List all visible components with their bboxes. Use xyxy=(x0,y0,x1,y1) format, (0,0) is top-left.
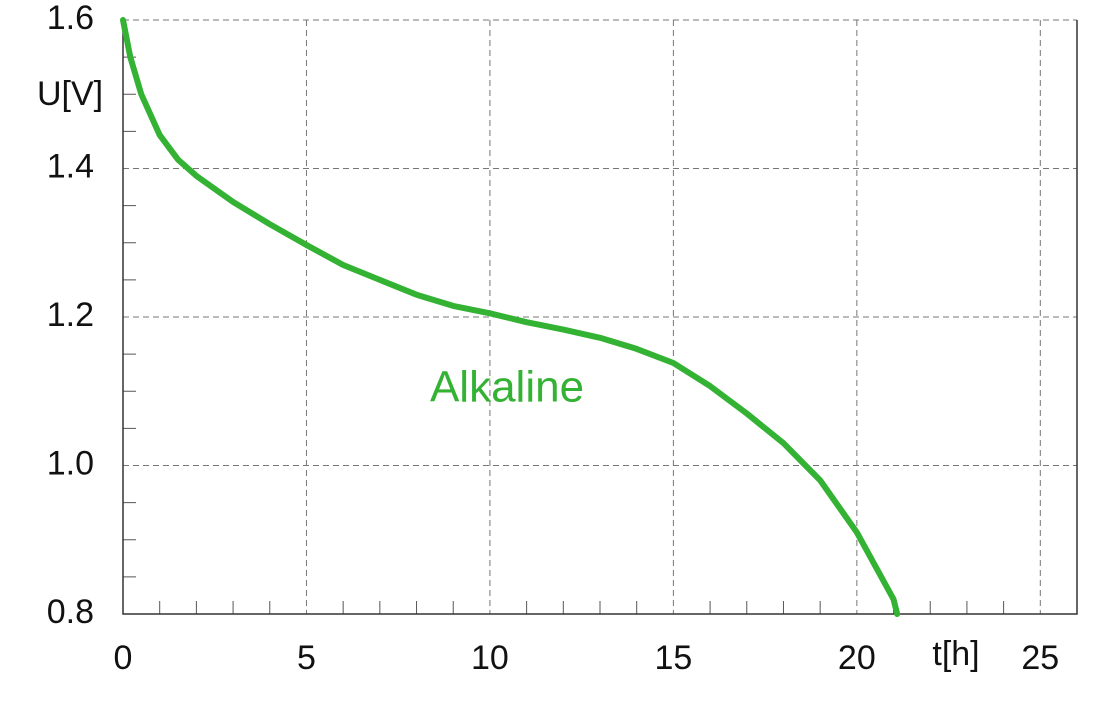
plot-frame xyxy=(122,20,1078,615)
y-tick-label: 1.6 xyxy=(47,0,94,37)
x-tick-label: 0 xyxy=(114,639,133,677)
y-tick-label: 1.4 xyxy=(47,147,94,185)
y-axis-label: U[V] xyxy=(37,75,103,113)
y-tick-label: 1.2 xyxy=(47,296,94,334)
data-line xyxy=(120,17,901,617)
x-tick-label: 20 xyxy=(838,639,876,677)
x-tick-label: 25 xyxy=(1021,639,1059,677)
x-tick-label: 15 xyxy=(654,639,692,677)
x-axis-label: t[h] xyxy=(932,635,979,673)
x-tick-label: 10 xyxy=(471,639,509,677)
annotation: Alkaline xyxy=(430,363,584,412)
x-tick-label: 5 xyxy=(297,639,316,677)
y-tick-label: 1.0 xyxy=(47,444,94,482)
y-tick-label: 0.8 xyxy=(47,593,94,631)
